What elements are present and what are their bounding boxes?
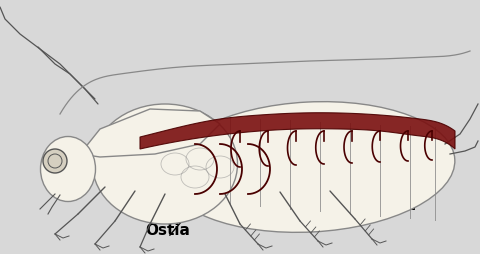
Polygon shape (80, 109, 220, 157)
Text: Ostia: Ostia (145, 158, 210, 237)
Circle shape (43, 149, 67, 173)
Ellipse shape (93, 105, 238, 224)
Ellipse shape (165, 102, 455, 232)
Ellipse shape (40, 137, 96, 202)
Polygon shape (140, 113, 455, 149)
Text: Tubular
heart: Tubular heart (352, 154, 434, 212)
